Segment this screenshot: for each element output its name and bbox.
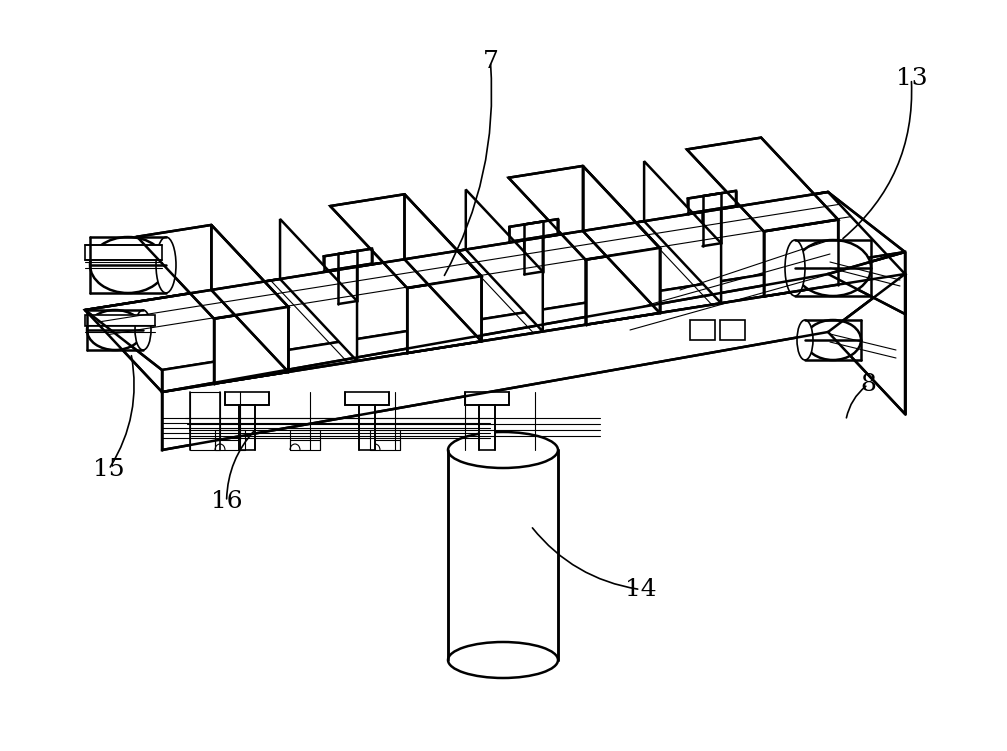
Polygon shape bbox=[690, 320, 715, 340]
Polygon shape bbox=[465, 392, 509, 405]
Ellipse shape bbox=[156, 237, 176, 293]
Polygon shape bbox=[214, 307, 288, 384]
Polygon shape bbox=[525, 222, 543, 274]
Polygon shape bbox=[510, 219, 558, 242]
Polygon shape bbox=[85, 245, 162, 260]
Text: 14: 14 bbox=[624, 578, 657, 601]
Polygon shape bbox=[405, 195, 481, 341]
Ellipse shape bbox=[135, 310, 151, 350]
Polygon shape bbox=[687, 137, 838, 231]
Polygon shape bbox=[280, 219, 357, 361]
Ellipse shape bbox=[90, 237, 166, 293]
Polygon shape bbox=[338, 251, 357, 304]
Text: 8: 8 bbox=[860, 373, 876, 396]
Polygon shape bbox=[509, 166, 660, 260]
Ellipse shape bbox=[448, 432, 558, 468]
Ellipse shape bbox=[785, 240, 805, 296]
Ellipse shape bbox=[795, 240, 871, 296]
Polygon shape bbox=[720, 320, 745, 340]
Polygon shape bbox=[448, 450, 558, 660]
Text: 13: 13 bbox=[895, 68, 927, 90]
Ellipse shape bbox=[87, 310, 143, 350]
Polygon shape bbox=[162, 274, 905, 450]
Text: 16: 16 bbox=[210, 490, 243, 513]
Ellipse shape bbox=[805, 320, 861, 360]
Polygon shape bbox=[290, 440, 320, 450]
Ellipse shape bbox=[797, 320, 813, 360]
Polygon shape bbox=[225, 392, 269, 405]
Polygon shape bbox=[215, 440, 245, 450]
Polygon shape bbox=[407, 276, 481, 353]
Polygon shape bbox=[345, 392, 389, 405]
Polygon shape bbox=[190, 392, 220, 450]
Polygon shape bbox=[359, 405, 375, 450]
Polygon shape bbox=[828, 274, 905, 414]
Polygon shape bbox=[466, 189, 543, 331]
Polygon shape bbox=[583, 166, 660, 313]
Polygon shape bbox=[137, 225, 288, 318]
Polygon shape bbox=[688, 191, 736, 213]
Polygon shape bbox=[479, 405, 495, 450]
Polygon shape bbox=[703, 193, 721, 246]
Polygon shape bbox=[764, 219, 838, 297]
Polygon shape bbox=[85, 315, 155, 326]
Polygon shape bbox=[162, 252, 905, 392]
Polygon shape bbox=[211, 225, 288, 372]
Polygon shape bbox=[644, 161, 721, 303]
Ellipse shape bbox=[448, 642, 558, 678]
Polygon shape bbox=[330, 195, 481, 288]
Polygon shape bbox=[85, 192, 905, 370]
Text: 15: 15 bbox=[93, 458, 125, 481]
Polygon shape bbox=[585, 248, 660, 324]
Polygon shape bbox=[828, 252, 905, 314]
Polygon shape bbox=[370, 440, 400, 450]
Polygon shape bbox=[323, 249, 372, 271]
Polygon shape bbox=[85, 192, 905, 392]
Text: 7: 7 bbox=[482, 50, 498, 73]
Polygon shape bbox=[239, 405, 255, 450]
